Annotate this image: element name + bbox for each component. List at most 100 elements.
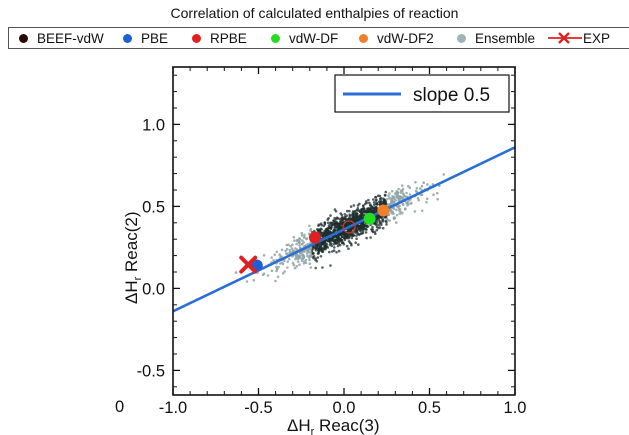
ensemble-point: [374, 195, 378, 199]
ensemble-point: [419, 187, 422, 190]
y-tick-label: 0.5: [142, 198, 165, 216]
ensemble-point: [355, 218, 358, 222]
ensemble-point: [390, 189, 394, 193]
ensemble-point: [324, 231, 327, 235]
ensemble-point: [393, 217, 396, 220]
ensemble-point: [379, 199, 383, 202]
ensemble-point: [319, 245, 322, 248]
ensemble-point: [360, 211, 363, 215]
ensemble-point: [358, 202, 361, 206]
ensemble-point: [295, 265, 299, 268]
ensemble-point: [320, 231, 324, 235]
ensemble-point: [339, 212, 343, 215]
y-tick-label: 1.0: [142, 116, 165, 134]
ensemble-point: [369, 203, 372, 207]
legend-item-exp: EXP: [548, 30, 610, 46]
ensemble-point: [301, 239, 304, 242]
ensemble-point: [340, 235, 344, 239]
ensemble-point: [390, 199, 393, 202]
ensemble-point: [296, 260, 300, 263]
ensemble-point: [365, 201, 369, 205]
ensemble-point: [326, 246, 330, 249]
ensemble-point: [374, 202, 378, 206]
ensemble-point: [323, 245, 327, 248]
ensemble-point: [313, 247, 317, 250]
ensemble-point: [321, 233, 324, 237]
ensemble-point: [292, 235, 296, 239]
ensemble-point: [296, 239, 299, 243]
ensemble-point: [402, 194, 406, 198]
ensemble-point: [335, 251, 338, 254]
ensemble-point: [395, 193, 399, 196]
ensemble-point: [307, 256, 311, 260]
ensemble-point: [277, 265, 280, 269]
ensemble-point: [368, 201, 371, 205]
ensemble-point: [367, 198, 370, 202]
ensemble-point: [345, 209, 349, 213]
ensemble-point: [281, 262, 285, 266]
ensemble-point: [272, 259, 275, 262]
ensemble-point: [334, 235, 338, 238]
ensemble-point: [302, 262, 306, 265]
ensemble-point: [442, 173, 446, 176]
ensemble-point: [317, 223, 321, 226]
ensemble-point: [375, 198, 378, 202]
ensemble-point: [300, 259, 304, 263]
ensemble-point: [330, 242, 333, 246]
ensemble-point: [333, 246, 336, 249]
ensemble-point: [273, 253, 277, 256]
ensemble-point: [358, 227, 362, 231]
ensemble-point: [426, 183, 429, 186]
ensemble-point: [302, 236, 306, 239]
ensemble-point: [377, 223, 381, 227]
ensemble-point: [315, 259, 319, 263]
ensemble-point: [286, 266, 289, 269]
ensemble-point: [308, 262, 312, 266]
ensemble-point: [318, 228, 321, 231]
y-axis-label-symbol: ΔH: [122, 280, 141, 304]
ensemble-point: [370, 210, 374, 214]
ensemble-point: [279, 262, 282, 265]
ensemble-point: [347, 240, 351, 243]
ensemble-point: [355, 229, 359, 232]
ensemble-point: [417, 198, 421, 202]
ensemble-point: [349, 205, 353, 208]
ensemble-point: [347, 247, 350, 250]
ensemble-point: [398, 195, 402, 199]
ensemble-point: [365, 207, 369, 211]
ensemble-point: [392, 195, 396, 199]
ensemble-point: [408, 199, 411, 202]
ensemble-point: [350, 227, 354, 231]
ensemble-point: [308, 224, 311, 228]
ensemble-point: [280, 248, 284, 252]
plot-legend-label: slope 0.5: [413, 85, 490, 106]
ensemble-point: [284, 249, 288, 253]
ensemble-point: [354, 241, 358, 244]
y-axis-label-subscript: r: [132, 276, 144, 280]
ensemble-point: [298, 237, 301, 240]
axis-ticks: -1.0 -0.5 0.0 0.5 1.0 -0.5 0.0 0.5 1.0: [137, 67, 526, 417]
ensemble-point: [334, 210, 338, 213]
x-marker-icon: [548, 32, 582, 44]
ensemble-point: [262, 272, 266, 276]
ensemble-point: [405, 191, 408, 195]
ensemble-point: [348, 227, 352, 231]
ensemble-point: [334, 226, 338, 229]
plot-frame: [172, 66, 516, 396]
ensemble-point: [384, 190, 388, 194]
plot-legend: slope 0.5: [334, 74, 510, 113]
ensemble-point: [420, 209, 424, 213]
ensemble-point: [323, 240, 327, 244]
ensemble-point: [377, 217, 381, 220]
ensemble-point: [340, 238, 343, 242]
ensemble-point: [301, 253, 305, 257]
ensemble-point: [414, 180, 417, 184]
ensemble-point: [357, 232, 360, 236]
ensemble-point: [304, 258, 308, 262]
ensemble-point: [360, 207, 364, 211]
ensemble-point: [382, 202, 386, 205]
ensemble-point: [285, 247, 289, 251]
ensemble-point: [352, 204, 356, 207]
ensemble-point: [416, 196, 420, 200]
ensemble-point: [422, 181, 426, 184]
